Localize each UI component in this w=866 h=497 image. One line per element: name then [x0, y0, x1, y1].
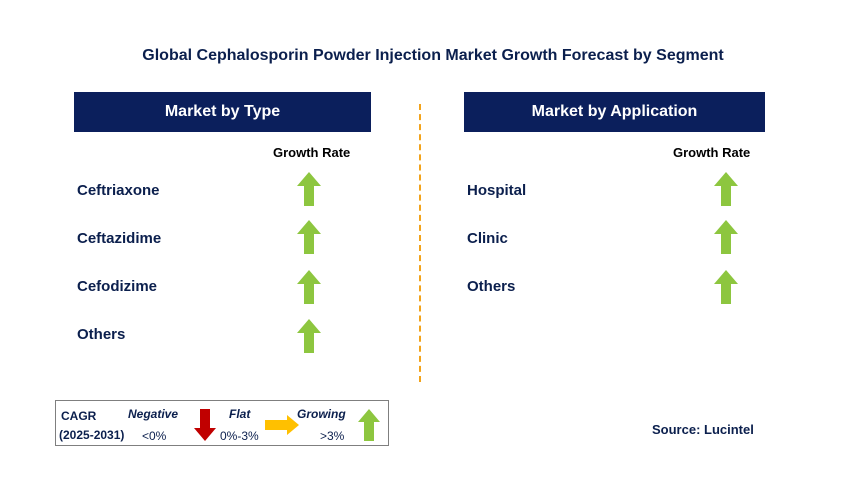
type-row-label: Others: [77, 326, 126, 343]
type-row-label: Cefodizime: [77, 278, 158, 295]
legend-negative-label: Negative: [128, 407, 179, 421]
growing-arrow-icon: [714, 220, 738, 254]
cagr-legend: CAGR (2025-2031) Negative <0% Flat 0%-3%…: [55, 400, 389, 446]
growing-arrow-icon: [297, 220, 321, 254]
chart-title: Global Cephalosporin Powder Injection Ma…: [142, 47, 724, 64]
application-panel-header: Market by Application: [464, 92, 765, 132]
legend-growing-label: Growing: [297, 407, 346, 421]
type-panel-header: Market by Type: [74, 92, 371, 132]
application-row-label: Hospital: [467, 182, 527, 199]
application-row-label: Clinic: [467, 230, 508, 247]
legend-cagr-label: CAGR: [61, 409, 97, 423]
type-row-label: Ceftriaxone: [77, 182, 160, 199]
flat-arrow-icon: [265, 415, 299, 435]
negative-arrow-icon: [194, 409, 216, 441]
type-growth-rate-label: Growth Rate: [273, 145, 351, 160]
growing-arrow-icon: [714, 172, 738, 206]
legend-flat-range: 0%-3%: [220, 429, 259, 443]
type-row-label: Ceftazidime: [77, 230, 162, 247]
panel-divider: [419, 104, 421, 382]
application-row-label: Others: [467, 278, 516, 295]
legend-negative-range: <0%: [142, 429, 167, 443]
growing-arrow-icon: [714, 270, 738, 304]
growing-arrow-icon: [297, 270, 321, 304]
source-note: Source: Lucintel: [652, 422, 754, 437]
growing-arrow-icon: [358, 409, 380, 441]
legend-flat-label: Flat: [229, 407, 251, 421]
application-growth-rate-label: Growth Rate: [673, 145, 751, 160]
growing-arrow-icon: [297, 172, 321, 206]
legend-period: (2025-2031): [59, 428, 125, 442]
growing-arrow-icon: [297, 319, 321, 353]
legend-growing-range: >3%: [320, 429, 345, 443]
